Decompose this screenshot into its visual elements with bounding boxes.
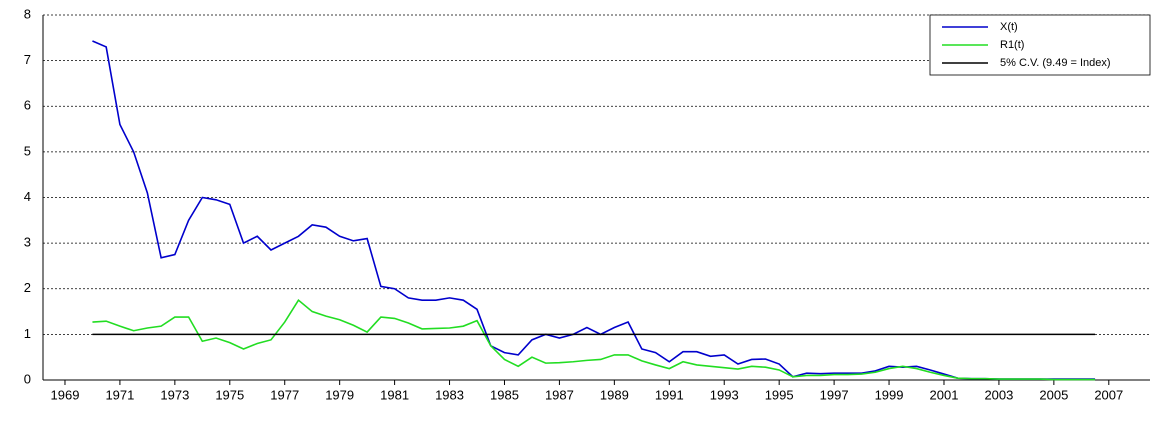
x-tick-label: 2005 <box>1039 387 1068 402</box>
series-line <box>92 40 1096 380</box>
x-tick-label: 1981 <box>380 387 409 402</box>
x-tick-label: 1993 <box>710 387 739 402</box>
x-tick-label: 1977 <box>270 387 299 402</box>
y-tick-label: 5 <box>24 143 31 158</box>
y-tick-label: 4 <box>24 189 31 204</box>
x-tick-label: 1991 <box>655 387 684 402</box>
x-tick-label: 1969 <box>51 387 80 402</box>
legend-label: R1(t) <box>1000 39 1024 51</box>
y-tick-label: 0 <box>24 371 31 386</box>
x-tick-label: 1973 <box>160 387 189 402</box>
series-line <box>92 298 1096 381</box>
x-tick-label: 1989 <box>600 387 629 402</box>
x-tick-label: 1975 <box>215 387 244 402</box>
x-tick-label: 1997 <box>820 387 849 402</box>
y-tick-label: 2 <box>24 280 31 295</box>
x-tick-label: 1999 <box>875 387 904 402</box>
y-tick-label: 3 <box>24 235 31 250</box>
y-tick-label: 8 <box>24 6 31 21</box>
y-tick-label: 6 <box>24 98 31 113</box>
x-tick-label: 1995 <box>765 387 794 402</box>
legend-label: 5% C.V. (9.49 = Index) <box>1000 57 1111 69</box>
x-tick-label: 1985 <box>490 387 519 402</box>
x-tick-label: 2007 <box>1094 387 1123 402</box>
x-tick-label: 2003 <box>984 387 1013 402</box>
x-tick-label: 1983 <box>435 387 464 402</box>
legend: X(t) R1(t) 5% C.V. (9.49 = Index) <box>929 14 1151 76</box>
x-tick-label: 2001 <box>930 387 959 402</box>
y-tick-label: 1 <box>24 326 31 341</box>
x-tick-label: 1987 <box>545 387 574 402</box>
legend-label: X(t) <box>1000 21 1018 33</box>
x-tick-label: 1971 <box>105 387 134 402</box>
y-tick-label: 7 <box>24 52 31 67</box>
x-tick-label: 1979 <box>325 387 354 402</box>
